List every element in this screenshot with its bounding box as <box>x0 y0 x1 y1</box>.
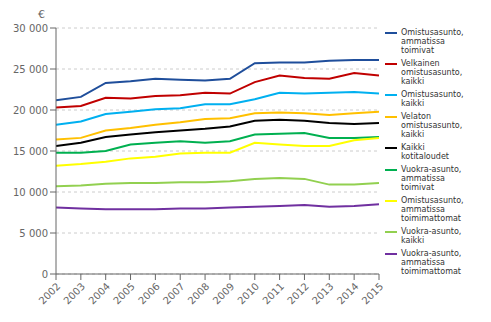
html-text:Omistusasunto, kaikki: Omistusasunto, kaikki <box>401 90 464 108</box>
html-text:Omistusasunto, ammatissa toimi: Omistusasunto, ammatissa toimimattomat <box>401 196 464 223</box>
svg-text:2005: 2005 <box>111 281 137 307</box>
svg-text:15 000: 15 000 <box>13 146 48 157</box>
svg-text:2009: 2009 <box>211 281 237 307</box>
svg-text:5 000: 5 000 <box>19 228 48 239</box>
html-text:Vuokra-asunto, kaikki: Vuokra-asunto, kaikki <box>401 227 462 245</box>
html-text:Velkainen omistusasunto, kaikk: Velkainen omistusasunto, kaikki <box>401 59 463 86</box>
svg-text:2008: 2008 <box>186 281 212 307</box>
svg-text:25 000: 25 000 <box>13 64 48 75</box>
svg-text:2002: 2002 <box>37 281 63 307</box>
svg-text:2004: 2004 <box>86 281 112 307</box>
svg-text:2012: 2012 <box>285 281 311 307</box>
html-text:Velaton omistusasunto, kaikki: Velaton omistusasunto, kaikki <box>401 112 463 139</box>
svg-text:30 000: 30 000 <box>13 23 48 34</box>
svg-text:2014: 2014 <box>335 281 361 307</box>
svg-text:2015: 2015 <box>360 281 386 307</box>
html-text:Vuokra-asunto, ammatissa toimi: Vuokra-asunto, ammatissa toimivat <box>401 165 462 192</box>
svg-text:2003: 2003 <box>62 281 88 307</box>
html-text:Kaikki kotitaloudet: Kaikki kotitaloudet <box>401 143 449 161</box>
svg-text:2006: 2006 <box>136 281 162 307</box>
svg-text:2010: 2010 <box>235 281 261 307</box>
html-text:Vuokra-asunto, ammatissa toimi: Vuokra-asunto, ammatissa toimimattomat <box>401 249 462 276</box>
svg-text:2011: 2011 <box>260 281 286 307</box>
html-text:Omistusasunto, ammatissa toimi: Omistusasunto, ammatissa toimivat <box>401 28 464 55</box>
svg-text:2013: 2013 <box>310 281 336 307</box>
svg-text:2007: 2007 <box>161 281 187 307</box>
svg-text:20 000: 20 000 <box>13 105 48 116</box>
svg-text:0: 0 <box>42 269 48 280</box>
svg-text:10 000: 10 000 <box>13 187 48 198</box>
